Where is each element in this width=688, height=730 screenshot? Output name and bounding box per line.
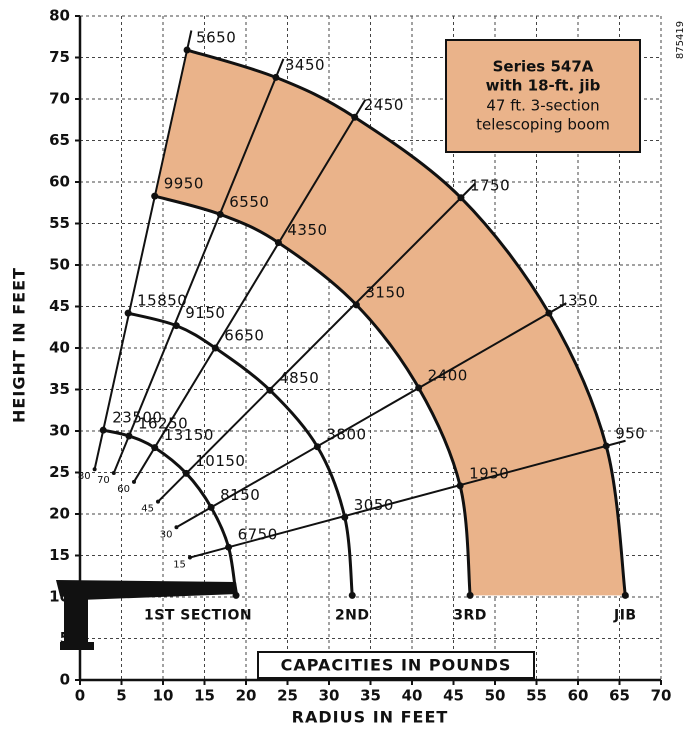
x-tick-label: 5 (116, 687, 126, 705)
capacity-point (622, 592, 629, 599)
capacity-label: 950 (615, 424, 645, 442)
section-label: 1ST SECTION (144, 607, 252, 623)
capacity-label: 4350 (287, 221, 327, 239)
capacity-label: 3050 (354, 496, 394, 514)
y-tick-label: 20 (49, 505, 70, 523)
y-tick-label: 60 (49, 173, 70, 191)
capacity-label: 1750 (470, 176, 510, 194)
angle-dot (93, 467, 97, 471)
y-tick-label: 45 (49, 297, 70, 315)
y-tick-label: 10 (49, 588, 70, 606)
angle-label: 80 (78, 471, 91, 482)
capacity-point (349, 592, 356, 599)
capacity-label: 3150 (365, 283, 405, 301)
note: CAPACITIES IN POUNDS (281, 656, 512, 675)
capacity-label: 15850 (137, 292, 187, 310)
x-tick-label: 65 (609, 687, 630, 705)
capacity-label: 3800 (326, 425, 366, 443)
x-axis-label: RADIUS IN FEET (292, 708, 449, 727)
capacity-label: 2450 (364, 96, 404, 114)
angle-label: 15 (173, 560, 186, 571)
x-tick-label: 0 (75, 687, 85, 705)
x-tick-label: 55 (526, 687, 547, 705)
capacity-label: 3450 (285, 56, 325, 74)
info-line: telescoping boom (476, 116, 610, 134)
capacity-label: 8150 (220, 486, 260, 504)
capacity-point (467, 592, 474, 599)
info-subtitle: with 18-ft. jib (486, 77, 601, 95)
code: 875419 (675, 21, 686, 59)
x-tick-label: 30 (319, 687, 340, 705)
x-tick-label: 25 (277, 687, 298, 705)
y-tick-label: 5 (60, 629, 70, 647)
x-tick-label: 20 (236, 687, 257, 705)
angle-label: 30 (160, 529, 173, 540)
capacity-label: 6550 (229, 193, 269, 211)
capacity-label: 13150 (164, 426, 214, 444)
y-tick-label: 80 (49, 7, 70, 25)
angle-label: 45 (141, 504, 154, 515)
capacity-label: 1350 (558, 292, 598, 310)
angle-dot (156, 500, 160, 504)
chart: 0 5 10 15 20 25 30 35 40 45 50 55 60 65 70 0 5 10 15 20 25 30… (0, 0, 688, 730)
angle-dot (174, 525, 178, 529)
x-tick-label: 45 (443, 687, 464, 705)
section-label: 3RD (453, 607, 487, 623)
capacity-label: 4850 (279, 369, 319, 387)
angle-dot (112, 471, 116, 475)
x-tick-label: 50 (485, 687, 506, 705)
x-tick-label: 35 (360, 687, 381, 705)
capacity-label: 9150 (185, 304, 225, 322)
section-label: JIB (613, 607, 637, 623)
angle-label: 70 (97, 475, 110, 486)
angle-label: 60 (117, 484, 130, 495)
section-label: 2ND (335, 607, 370, 623)
capacity-label: 6750 (238, 526, 278, 544)
x-tick-label: 10 (153, 687, 174, 705)
y-tick-label: 65 (49, 131, 70, 149)
info-line: 47 ft. 3-section (486, 97, 599, 115)
y-tick-label: 15 (49, 546, 70, 564)
capacity-label: 1950 (469, 464, 509, 482)
y-tick-label: 40 (49, 339, 70, 357)
angle-dot (132, 480, 136, 484)
x-tick-label: 40 (402, 687, 423, 705)
capacity-label: 5650 (196, 29, 236, 47)
x-tick-label: 60 (568, 687, 589, 705)
capacity-label: 10150 (195, 452, 245, 470)
y-tick-label: 50 (49, 256, 70, 274)
x-tick-label: 15 (194, 687, 215, 705)
y-tick-label: 25 (49, 463, 70, 481)
y-tick-label: 0 (60, 671, 70, 689)
capacity-label: 9950 (164, 175, 204, 193)
x-tick-label: 70 (651, 687, 672, 705)
y-tick-label: 70 (49, 90, 70, 108)
angle-dot (188, 556, 192, 560)
y-tick-label: 30 (49, 422, 70, 440)
capacity-label: 6650 (224, 327, 264, 345)
y-axis-label: HEIGHT IN FEET (10, 267, 29, 423)
info-title: Series 547A (493, 58, 594, 76)
capacity-label: 2400 (428, 366, 468, 384)
y-tick-label: 55 (49, 214, 70, 232)
y-tick-label: 75 (49, 48, 70, 66)
y-tick-label: 35 (49, 380, 70, 398)
